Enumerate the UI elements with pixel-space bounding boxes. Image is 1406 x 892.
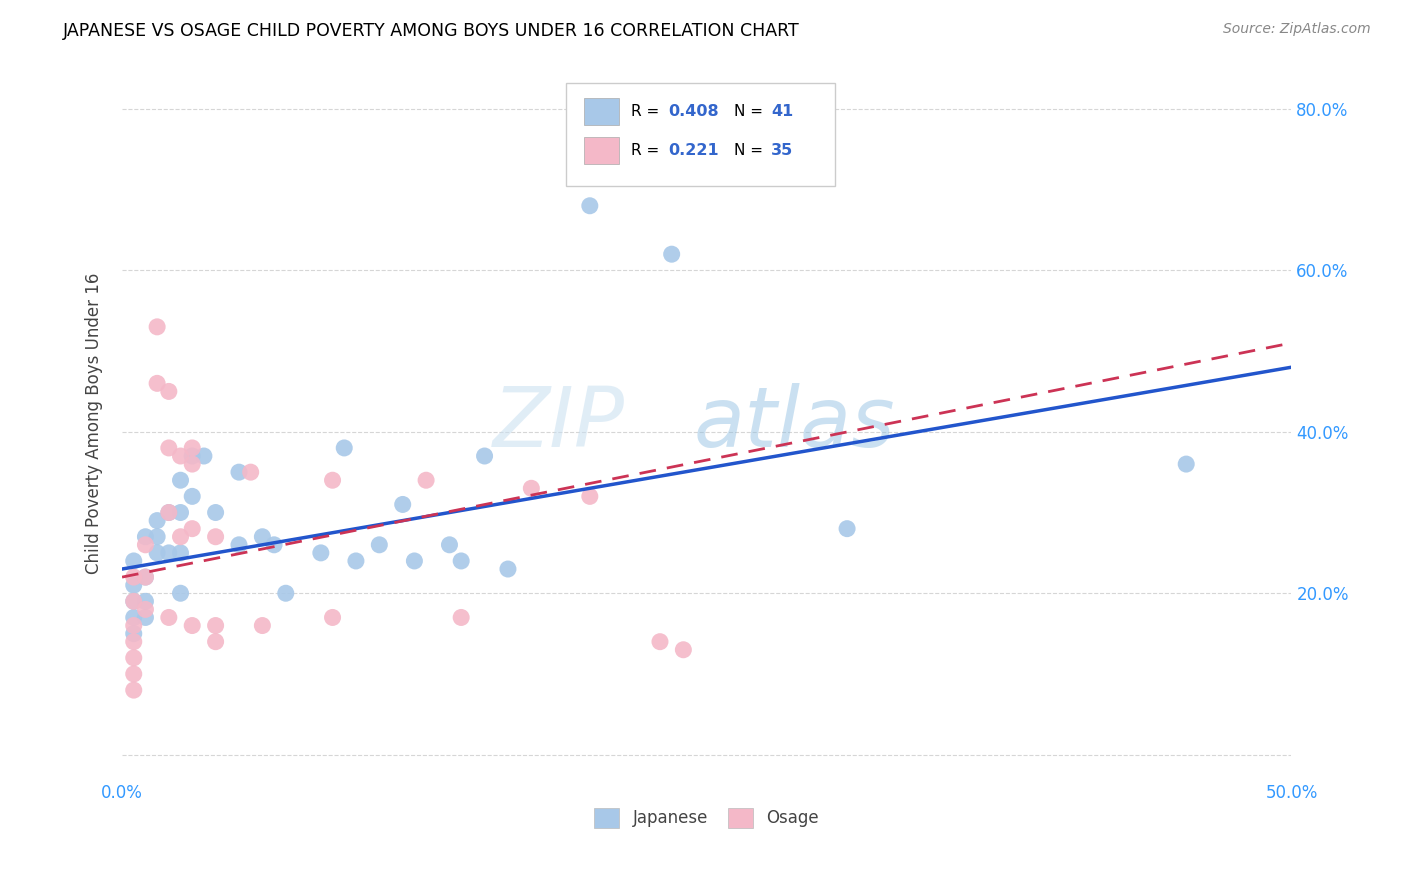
Point	[157, 506, 180, 520]
Point	[122, 634, 145, 648]
Point	[344, 554, 367, 568]
Point	[146, 514, 169, 528]
Point	[228, 465, 250, 479]
Y-axis label: Child Poverty Among Boys Under 16: Child Poverty Among Boys Under 16	[86, 273, 103, 574]
Text: 0.221: 0.221	[668, 143, 718, 158]
Point	[122, 650, 145, 665]
Text: Source: ZipAtlas.com: Source: ZipAtlas.com	[1223, 22, 1371, 37]
Point	[391, 498, 413, 512]
Point	[274, 586, 297, 600]
Point	[134, 594, 156, 608]
Point	[157, 546, 180, 560]
Point	[239, 465, 262, 479]
Point	[204, 634, 226, 648]
Text: N =: N =	[734, 103, 768, 119]
Point	[181, 489, 204, 503]
Point	[134, 602, 156, 616]
Point	[169, 530, 191, 544]
Point	[134, 610, 156, 624]
Point	[193, 449, 215, 463]
Point	[520, 481, 543, 495]
Point	[146, 546, 169, 560]
Point	[169, 506, 191, 520]
Point	[309, 546, 332, 560]
Text: N =: N =	[734, 143, 768, 158]
Point	[169, 546, 191, 560]
Point	[122, 570, 145, 584]
FancyBboxPatch shape	[583, 98, 619, 126]
FancyBboxPatch shape	[583, 137, 619, 164]
Point	[122, 683, 145, 698]
Point	[204, 506, 226, 520]
Point	[578, 199, 600, 213]
Point	[122, 554, 145, 568]
Text: 35: 35	[770, 143, 793, 158]
Point	[672, 642, 695, 657]
FancyBboxPatch shape	[567, 83, 835, 186]
Point	[252, 530, 274, 544]
Point	[157, 610, 180, 624]
Point	[146, 530, 169, 544]
Point	[122, 667, 145, 681]
Point	[415, 473, 437, 487]
Point	[228, 538, 250, 552]
Point	[1175, 457, 1198, 471]
Point	[181, 449, 204, 463]
Point	[450, 610, 472, 624]
Point	[322, 473, 344, 487]
Text: atlas: atlas	[693, 384, 896, 464]
Text: JAPANESE VS OSAGE CHILD POVERTY AMONG BOYS UNDER 16 CORRELATION CHART: JAPANESE VS OSAGE CHILD POVERTY AMONG BO…	[63, 22, 800, 40]
Text: R =: R =	[631, 103, 664, 119]
Point	[169, 473, 191, 487]
Point	[157, 384, 180, 399]
Point	[474, 449, 496, 463]
Point	[204, 530, 226, 544]
Text: ZIP: ZIP	[494, 384, 624, 464]
Point	[204, 618, 226, 632]
Point	[333, 441, 356, 455]
Point	[122, 594, 145, 608]
Legend: Japanese, Osage: Japanese, Osage	[588, 801, 825, 835]
Point	[134, 538, 156, 552]
Point	[181, 618, 204, 632]
Point	[404, 554, 426, 568]
Text: R =: R =	[631, 143, 669, 158]
Point	[181, 457, 204, 471]
Point	[368, 538, 391, 552]
Point	[134, 570, 156, 584]
Point	[263, 538, 285, 552]
Point	[578, 489, 600, 503]
Point	[661, 247, 683, 261]
Point	[157, 506, 180, 520]
Point	[169, 449, 191, 463]
Point	[122, 594, 145, 608]
Point	[648, 634, 671, 648]
Point	[122, 578, 145, 592]
Point	[134, 530, 156, 544]
Point	[439, 538, 461, 552]
Point	[496, 562, 519, 576]
Point	[146, 376, 169, 391]
Point	[134, 570, 156, 584]
Point	[450, 554, 472, 568]
Point	[181, 522, 204, 536]
Point	[322, 610, 344, 624]
Point	[181, 441, 204, 455]
Point	[157, 441, 180, 455]
Point	[835, 522, 858, 536]
Point	[122, 626, 145, 640]
Point	[146, 319, 169, 334]
Text: 41: 41	[770, 103, 793, 119]
Point	[122, 618, 145, 632]
Text: 0.408: 0.408	[668, 103, 718, 119]
Point	[252, 618, 274, 632]
Point	[122, 610, 145, 624]
Point	[169, 586, 191, 600]
